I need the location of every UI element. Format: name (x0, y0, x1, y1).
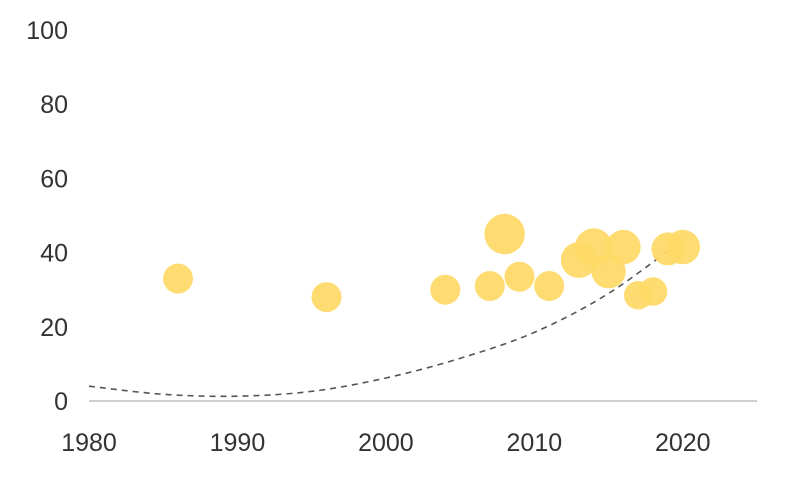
bubble-point (484, 213, 525, 255)
y-tick-label: 20 (40, 314, 68, 342)
bubble-point (311, 282, 342, 313)
trendline (88, 238, 684, 398)
x-tick-label: 2020 (655, 429, 711, 457)
bubble-point (163, 263, 194, 294)
x-tick-label: 2010 (507, 429, 563, 457)
x-tick-label: 1980 (61, 429, 117, 457)
y-tick-label: 0 (54, 388, 68, 416)
y-tick-label: 100 (26, 17, 68, 45)
y-tick-label: 40 (40, 240, 68, 268)
bubble-point (504, 261, 535, 292)
x-tick-label: 1990 (210, 429, 266, 457)
bubble-point (665, 229, 701, 265)
bubble-point (430, 274, 461, 305)
x-axis-ticks: 1980 1990 2000 2010 2020 (61, 429, 710, 457)
y-tick-label: 80 (40, 91, 68, 119)
y-tick-label: 60 (40, 165, 68, 193)
x-tick-label: 2000 (358, 429, 414, 457)
y-axis-ticks: 0 20 40 60 80 100 (26, 17, 68, 416)
bubble-series (163, 213, 701, 313)
bubble-point (638, 277, 668, 306)
bubble-point (474, 270, 505, 301)
bubble-point (534, 270, 565, 301)
bubble-point (606, 229, 641, 265)
